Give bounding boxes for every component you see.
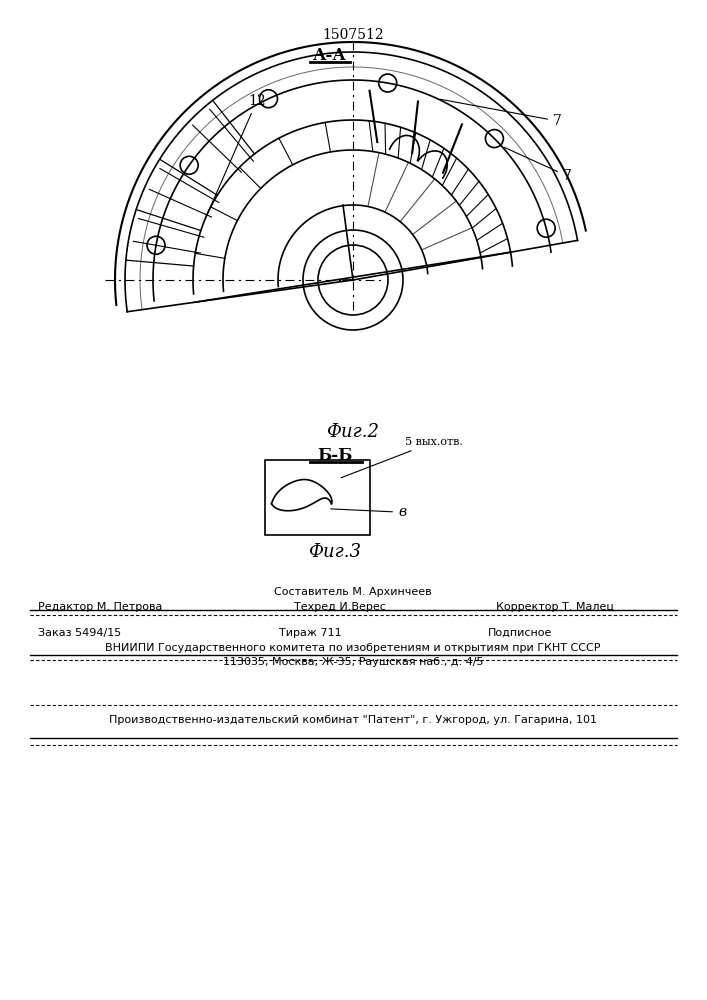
Text: Фиг.2: Фиг.2 bbox=[327, 423, 380, 441]
Text: 7: 7 bbox=[504, 147, 572, 183]
Text: Техред И.Верес: Техред И.Верес bbox=[294, 602, 386, 612]
Text: 12: 12 bbox=[206, 94, 266, 218]
Text: 7: 7 bbox=[440, 99, 562, 128]
Text: 5 вых.отв.: 5 вых.отв. bbox=[341, 437, 463, 478]
Text: Заказ 5494/15: Заказ 5494/15 bbox=[38, 628, 122, 638]
Text: Тираж 711: Тираж 711 bbox=[279, 628, 341, 638]
Bar bbox=[265, 460, 370, 535]
Text: в: в bbox=[331, 505, 406, 519]
Text: 113035, Москва, Ж-35, Раушская наб., д. 4/5: 113035, Москва, Ж-35, Раушская наб., д. … bbox=[223, 657, 484, 667]
Text: Б-Б: Б-Б bbox=[317, 446, 353, 464]
Text: Составитель М. Архинчеев: Составитель М. Архинчеев bbox=[274, 587, 432, 597]
Text: Фиг.3: Фиг.3 bbox=[308, 543, 361, 561]
Text: Подписное: Подписное bbox=[488, 628, 552, 638]
Text: Редактор М. Петрова: Редактор М. Петрова bbox=[37, 602, 162, 612]
Text: Производственно-издательский комбинат "Патент", г. Ужгород, ул. Гагарина, 101: Производственно-издательский комбинат "П… bbox=[109, 715, 597, 725]
Text: 1507512: 1507512 bbox=[322, 28, 384, 42]
Text: ВНИИПИ Государственного комитета по изобретениям и открытиям при ГКНТ СССР: ВНИИПИ Государственного комитета по изоб… bbox=[105, 643, 601, 653]
Text: Корректор Т. Малец: Корректор Т. Малец bbox=[496, 602, 614, 612]
Text: А-А: А-А bbox=[313, 46, 347, 64]
